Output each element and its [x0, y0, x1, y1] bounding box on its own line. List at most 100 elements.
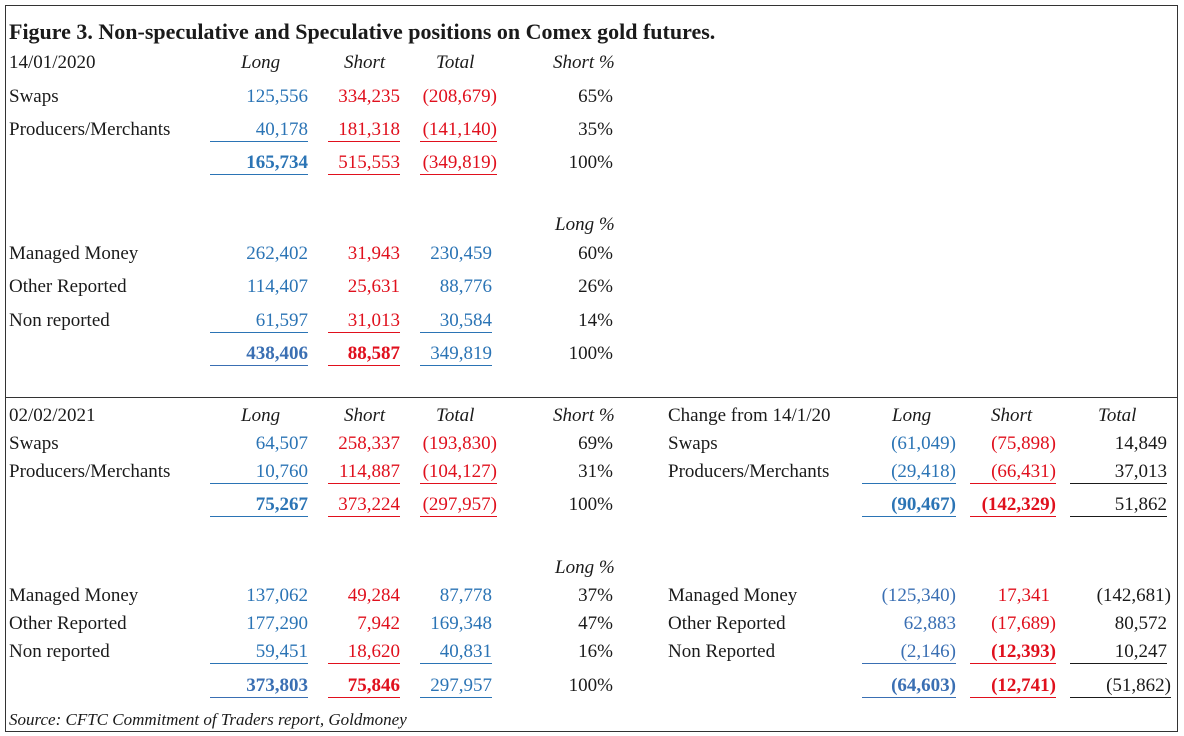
change-sp-total-short: (12,741) [970, 675, 1056, 698]
other-short-2021: 7,942 [357, 613, 400, 634]
swaps-pct-2021: 69% [578, 433, 613, 454]
change-nonrep-long: (2,146) [862, 641, 956, 664]
header-long-2021: Long [241, 405, 281, 426]
managed-total-2020: 230,459 [430, 243, 492, 264]
change-label-managed: Managed Money [668, 585, 798, 606]
date-2021: 02/02/2021 [9, 405, 96, 426]
change-managed-short: 17,341 [997, 585, 1050, 606]
change-swaps-total: 14,849 [1114, 433, 1167, 454]
change-header-short: Short [991, 405, 1033, 426]
managed-pct-2020: 60% [578, 243, 613, 264]
other-pct-2020: 26% [578, 276, 613, 297]
nonrep-total-2020: 30,584 [420, 310, 492, 333]
change-sp-total-long: (64,603) [862, 675, 956, 698]
nonrep-short-2020: 31,013 [328, 310, 400, 333]
producers-long-2020: 40,178 [210, 119, 308, 142]
ns-total-pct-2020: 100% [568, 152, 613, 173]
ns-total-short-2020: 515,553 [328, 152, 400, 175]
other-total-2020: 88,776 [439, 276, 492, 297]
change-heading: Change from 14/1/20 [668, 405, 831, 426]
change-header-total: Total [1098, 405, 1137, 426]
label-nonrep-2021: Non reported [9, 641, 110, 662]
change-other-long: 62,883 [903, 613, 956, 634]
label-swaps-2021: Swaps [9, 433, 59, 454]
producers-short-2021: 114,887 [328, 461, 400, 484]
sp-total-total-2021: 297,957 [420, 675, 492, 698]
figure-frame [5, 5, 1178, 732]
ns-total-short-2021: 373,224 [328, 494, 400, 517]
label-managed-2021: Managed Money [9, 585, 139, 606]
producers-long-2021: 10,760 [210, 461, 308, 484]
nonrep-short-2021: 18,620 [328, 641, 400, 664]
other-long-2020: 114,407 [246, 276, 308, 297]
header-total-2021: Total [436, 405, 475, 426]
change-nonrep-total: 10,247 [1070, 641, 1167, 664]
change-label-other: Other Reported [668, 613, 786, 634]
change-producers-short: (66,431) [970, 461, 1056, 484]
change-label-producers: Producers/Merchants [668, 461, 830, 482]
ns-total-long-2021: 75,267 [210, 494, 308, 517]
change-ns-total-long: (90,467) [862, 494, 956, 517]
swaps-short-2021: 258,337 [338, 433, 400, 454]
nonrep-pct-2021: 16% [578, 641, 613, 662]
header-long-pct-2021: Long % [555, 557, 615, 578]
swaps-short-2020: 334,235 [338, 86, 400, 107]
change-producers-long: (29,418) [862, 461, 956, 484]
sp-total-pct-2020: 100% [568, 343, 613, 364]
change-other-total: 80,572 [1114, 613, 1167, 634]
label-managed-2020: Managed Money [9, 243, 139, 264]
managed-pct-2021: 37% [578, 585, 613, 606]
label-other-2021: Other Reported [9, 613, 127, 634]
sp-total-long-2021: 373,803 [210, 675, 308, 698]
producers-total-2021: (104,127) [420, 461, 497, 484]
sp-total-short-2021: 75,846 [328, 675, 400, 698]
nonrep-long-2020: 61,597 [210, 310, 308, 333]
change-producers-total: 37,013 [1070, 461, 1167, 484]
swaps-long-2021: 64,507 [255, 433, 308, 454]
header-short-pct-2020: Short % [553, 52, 615, 73]
change-swaps-short: (75,898) [991, 433, 1056, 454]
change-managed-long: (125,340) [881, 585, 956, 606]
change-managed-total: (142,681) [1096, 585, 1171, 606]
change-label-swaps: Swaps [668, 433, 718, 454]
label-swaps-2020: Swaps [9, 86, 59, 107]
change-other-short: (17,689) [991, 613, 1056, 634]
managed-short-2020: 31,943 [347, 243, 400, 264]
header-long-pct-2020: Long % [555, 214, 615, 235]
section-divider [5, 397, 1178, 398]
change-label-nonrep: Non Reported [668, 641, 776, 662]
nonrep-total-2021: 40,831 [420, 641, 492, 664]
other-total-2021: 169,348 [430, 613, 492, 634]
other-short-2020: 25,631 [347, 276, 400, 297]
header-short-2021: Short [344, 405, 386, 426]
ns-total-total-2021: (297,957) [420, 494, 497, 517]
nonrep-long-2021: 59,451 [210, 641, 308, 664]
other-long-2021: 177,290 [246, 613, 308, 634]
header-short-pct-2021: Short % [553, 405, 615, 426]
nonrep-pct-2020: 14% [578, 310, 613, 331]
header-short-2020: Short [344, 52, 386, 73]
change-ns-total-short: (142,329) [970, 494, 1056, 517]
managed-long-2021: 137,062 [246, 585, 308, 606]
label-other-2020: Other Reported [9, 276, 127, 297]
managed-long-2020: 262,402 [246, 243, 308, 264]
swaps-total-2021: (193,830) [422, 433, 497, 454]
header-long-2020: Long [241, 52, 281, 73]
label-nonrep-2020: Non reported [9, 310, 110, 331]
label-producers-2021: Producers/Merchants [9, 461, 171, 482]
sp-total-pct-2021: 100% [568, 675, 613, 696]
change-ns-total-total: 51,862 [1070, 494, 1167, 517]
producers-total-2020: (141,140) [420, 119, 497, 142]
sp-total-total-2020: 349,819 [420, 343, 492, 366]
change-swaps-long: (61,049) [891, 433, 956, 454]
ns-total-pct-2021: 100% [568, 494, 613, 515]
producers-pct-2020: 35% [578, 119, 613, 140]
source-note: Source: CFTC Commitment of Traders repor… [9, 710, 407, 729]
producers-short-2020: 181,318 [328, 119, 400, 142]
sp-total-long-2020: 438,406 [210, 343, 308, 366]
ns-total-long-2020: 165,734 [210, 152, 308, 175]
change-nonrep-short: (12,393) [970, 641, 1056, 664]
figure-title: Figure 3. Non-speculative and Speculativ… [9, 19, 716, 44]
swaps-total-2020: (208,679) [422, 86, 497, 107]
sp-total-short-2020: 88,587 [328, 343, 400, 366]
